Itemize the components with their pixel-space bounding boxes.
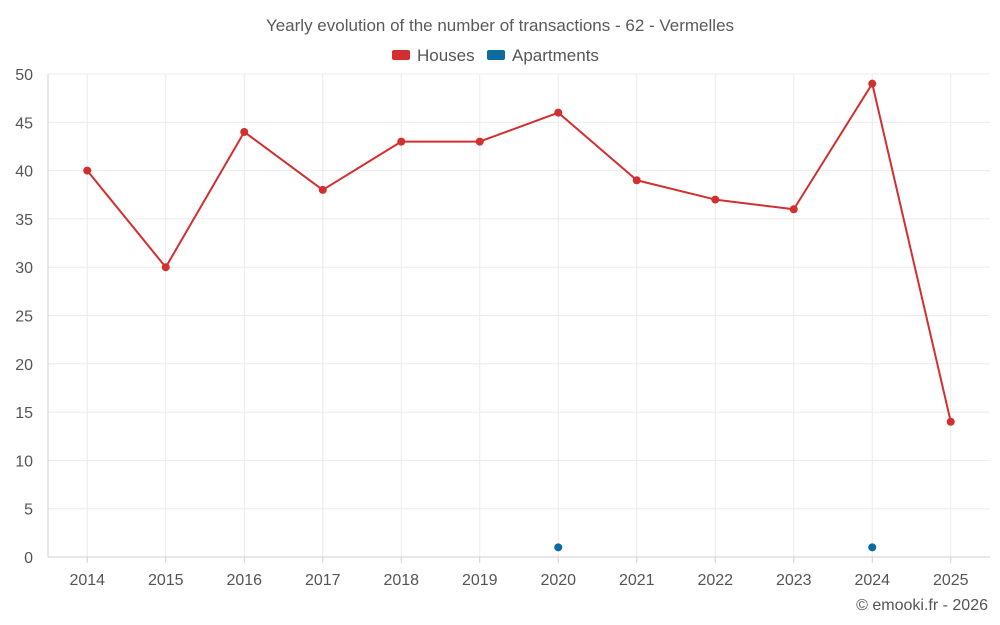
series-apartments (554, 543, 877, 552)
data-point-houses-2016[interactable] (240, 127, 249, 136)
x-tick-label: 2017 (305, 572, 341, 589)
y-tick-label: 35 (15, 212, 33, 229)
y-tick-label: 10 (15, 453, 33, 470)
x-tick-label: 2018 (383, 572, 419, 589)
y-tick-label: 25 (15, 309, 33, 326)
legend-item-apartments[interactable]: Apartments (487, 46, 599, 65)
data-point-houses-2022[interactable] (711, 195, 720, 204)
x-tick-label: 2015 (148, 572, 184, 589)
series-line-houses (86, 82, 952, 422)
x-tick-label: 2025 (933, 572, 969, 589)
data-point-houses-2018[interactable] (397, 137, 406, 146)
data-point-houses-2020[interactable] (554, 108, 563, 117)
data-point-houses-2017[interactable] (318, 185, 327, 194)
y-tick-label: 20 (15, 357, 33, 374)
x-tick-label: 2021 (619, 572, 655, 589)
data-point-apartments-2024[interactable] (868, 543, 877, 552)
y-tick-label: 30 (15, 260, 33, 277)
series (83, 79, 955, 552)
x-tick-label: 2022 (697, 572, 733, 589)
legend-swatch-apartments (487, 50, 505, 60)
legend: Houses Apartments (392, 46, 599, 65)
data-point-houses-2019[interactable] (475, 137, 484, 146)
y-tick-label: 5 (24, 502, 33, 519)
legend-label-houses: Houses (417, 46, 475, 65)
legend-item-houses[interactable]: Houses (392, 46, 475, 65)
data-point-houses-2024[interactable] (868, 79, 877, 88)
x-tick-label: 2024 (854, 572, 890, 589)
x-tick-label: 2014 (69, 572, 105, 589)
y-tick-label: 45 (15, 115, 33, 132)
data-point-houses-2025[interactable] (946, 417, 955, 426)
data-point-apartments-2020[interactable] (554, 543, 563, 552)
series-houses (83, 79, 955, 426)
data-point-houses-2021[interactable] (632, 176, 641, 185)
y-tick-label: 15 (15, 405, 33, 422)
legend-swatch-houses (392, 50, 410, 60)
legend-label-apartments: Apartments (512, 46, 599, 65)
axes (47, 74, 990, 563)
y-tick-label: 50 (15, 67, 33, 84)
y-tick-label: 0 (24, 550, 33, 567)
x-tick-label: 2020 (540, 572, 576, 589)
x-tick-label: 2016 (226, 572, 262, 589)
chart-title: Yearly evolution of the number of transa… (266, 16, 734, 35)
data-point-houses-2015[interactable] (161, 263, 170, 272)
x-tick-label: 2023 (776, 572, 812, 589)
data-point-houses-2023[interactable] (789, 205, 798, 214)
grid (48, 73, 990, 557)
y-tick-label: 40 (15, 164, 33, 181)
data-point-houses-2014[interactable] (83, 166, 92, 175)
x-tick-label: 2019 (462, 572, 498, 589)
credit-text: © emooki.fr - 2026 (856, 597, 988, 614)
